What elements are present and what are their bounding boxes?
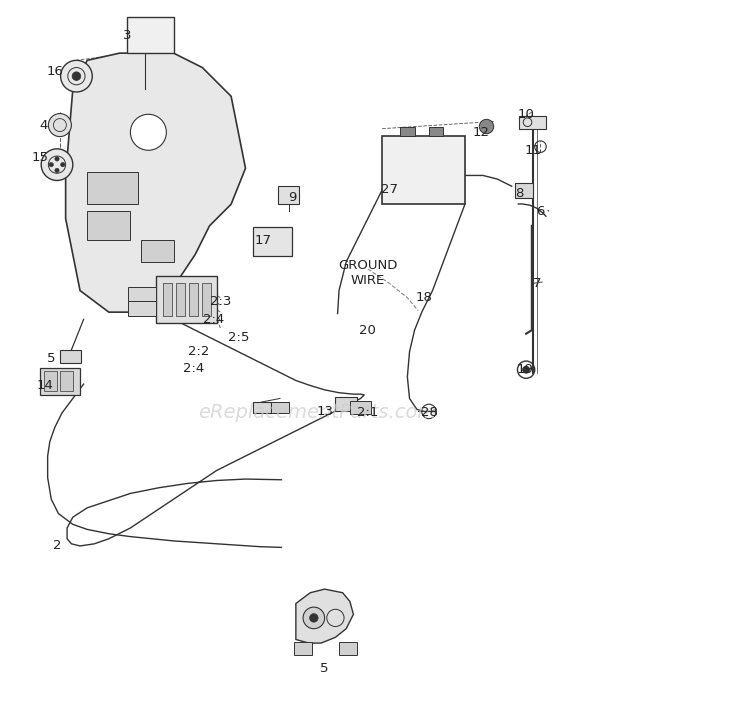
- Text: 2:2: 2:2: [188, 345, 209, 358]
- Text: 8: 8: [514, 187, 523, 200]
- Text: 2:5: 2:5: [227, 331, 249, 344]
- Text: 2:3: 2:3: [210, 295, 231, 308]
- Bar: [202, 283, 211, 315]
- Bar: [189, 283, 198, 315]
- Circle shape: [479, 120, 494, 133]
- Text: 2: 2: [53, 539, 62, 552]
- Text: GROUND
WIRE: GROUND WIRE: [338, 259, 398, 286]
- Bar: [295, 642, 313, 655]
- Bar: [350, 402, 371, 414]
- Text: eReplacementParts.com: eReplacementParts.com: [198, 403, 436, 423]
- Text: 5: 5: [320, 662, 329, 675]
- Bar: [271, 402, 289, 413]
- Text: 2:4: 2:4: [202, 312, 223, 326]
- Text: 17: 17: [255, 233, 272, 247]
- Bar: [127, 17, 173, 53]
- Text: 20: 20: [359, 323, 376, 336]
- Bar: [155, 276, 217, 323]
- Circle shape: [130, 115, 166, 150]
- Text: 6: 6: [536, 205, 544, 218]
- Bar: [335, 397, 357, 411]
- Bar: [128, 287, 155, 302]
- Circle shape: [49, 162, 53, 167]
- Circle shape: [55, 157, 59, 161]
- Circle shape: [61, 162, 65, 167]
- Text: 9: 9: [288, 191, 296, 204]
- Polygon shape: [296, 589, 353, 643]
- Bar: [515, 183, 533, 199]
- Text: 7: 7: [532, 277, 542, 290]
- Bar: [519, 116, 546, 128]
- Bar: [339, 642, 357, 655]
- Circle shape: [61, 60, 92, 92]
- Circle shape: [48, 114, 71, 136]
- Text: 2:4: 2:4: [183, 362, 204, 375]
- Bar: [128, 302, 155, 315]
- Circle shape: [55, 168, 59, 173]
- Text: 13: 13: [316, 405, 333, 418]
- Bar: [278, 186, 299, 204]
- Text: 16: 16: [46, 65, 63, 78]
- Bar: [44, 371, 57, 392]
- Text: 3: 3: [122, 29, 131, 41]
- Bar: [400, 128, 415, 136]
- Bar: [60, 371, 73, 392]
- Bar: [141, 240, 173, 262]
- Text: 4: 4: [40, 119, 48, 131]
- Circle shape: [523, 366, 530, 373]
- Text: 2:1: 2:1: [357, 406, 379, 419]
- Bar: [253, 227, 292, 256]
- Bar: [382, 136, 465, 204]
- Text: 12: 12: [473, 125, 490, 138]
- Text: 11: 11: [525, 144, 542, 157]
- Text: 19: 19: [516, 363, 533, 376]
- Bar: [253, 402, 271, 413]
- Text: 10: 10: [518, 108, 535, 121]
- Text: 5: 5: [47, 352, 56, 365]
- Bar: [429, 128, 443, 136]
- Circle shape: [41, 149, 73, 181]
- Text: 28: 28: [421, 406, 437, 419]
- Bar: [176, 283, 185, 315]
- Text: 18: 18: [416, 291, 432, 304]
- Bar: [40, 368, 80, 395]
- Text: 14: 14: [37, 379, 54, 392]
- Circle shape: [310, 613, 318, 622]
- Text: 27: 27: [381, 183, 398, 196]
- Text: 15: 15: [32, 151, 49, 164]
- Bar: [87, 172, 137, 204]
- Polygon shape: [66, 53, 245, 312]
- Bar: [163, 283, 172, 315]
- Circle shape: [72, 72, 81, 80]
- Bar: [87, 212, 130, 240]
- Circle shape: [303, 607, 325, 629]
- Bar: [60, 349, 82, 362]
